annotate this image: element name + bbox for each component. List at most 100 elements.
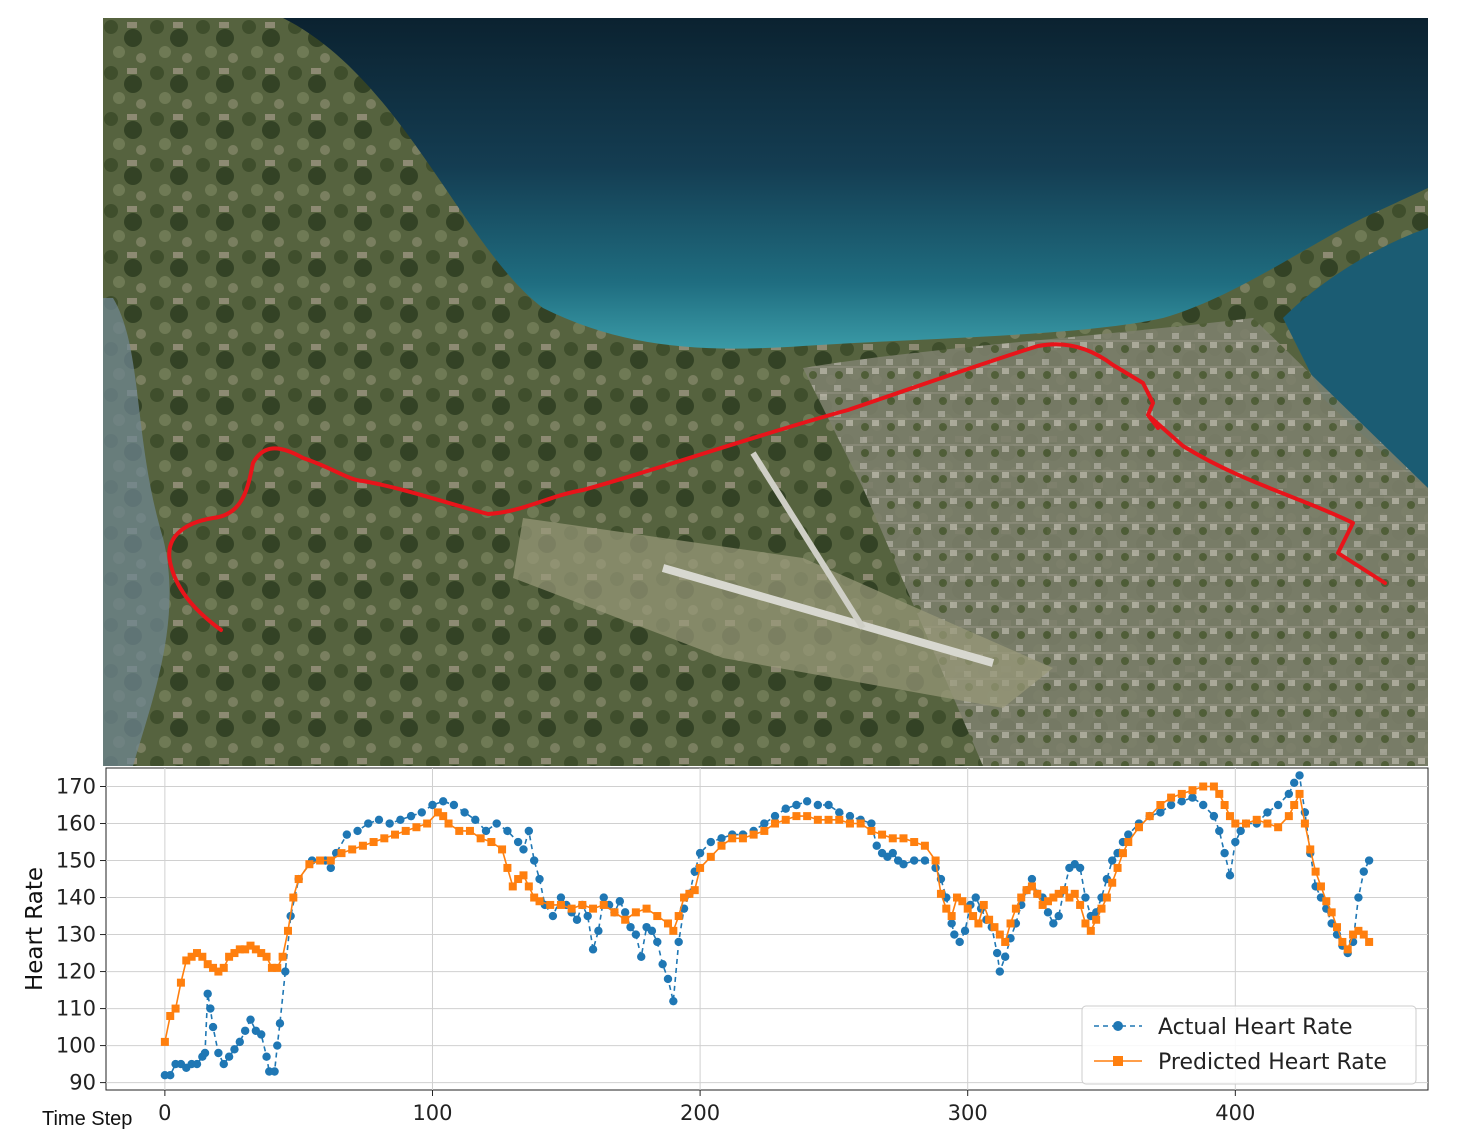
- data-point: [1215, 789, 1224, 798]
- data-point: [358, 841, 367, 850]
- data-point: [995, 930, 1004, 939]
- data-point: [508, 882, 517, 891]
- data-point: [219, 1059, 228, 1069]
- data-point: [1081, 919, 1090, 928]
- data-point: [1049, 893, 1058, 902]
- data-point: [270, 1067, 279, 1076]
- data-point: [417, 808, 426, 817]
- data-point: [910, 838, 919, 847]
- data-point: [1092, 915, 1101, 924]
- data-point: [278, 952, 287, 961]
- data-point: [909, 856, 919, 865]
- data-point: [899, 834, 908, 843]
- data-point: [235, 1037, 245, 1047]
- data-point: [1177, 797, 1186, 806]
- data-point: [273, 1041, 282, 1050]
- data-point: [1290, 801, 1299, 810]
- data-point: [1263, 819, 1272, 828]
- data-point: [1284, 789, 1294, 799]
- data-point: [251, 945, 260, 954]
- data-point: [487, 838, 496, 847]
- data-point: [337, 849, 346, 858]
- data-point: [273, 963, 282, 972]
- data-point: [813, 815, 822, 824]
- data-point: [888, 848, 897, 858]
- data-point: [428, 800, 437, 810]
- data-point: [1017, 893, 1026, 902]
- data-point: [637, 952, 646, 961]
- data-point: [856, 819, 865, 828]
- data-point: [171, 1004, 180, 1013]
- data-point: [1156, 808, 1165, 817]
- data-point: [246, 1015, 255, 1024]
- data-point: [433, 808, 442, 817]
- data-point: [1231, 819, 1240, 828]
- data-point: [455, 826, 464, 835]
- data-point: [246, 941, 255, 950]
- data-point: [1166, 800, 1176, 810]
- data-point: [176, 978, 185, 987]
- data-point: [963, 904, 972, 913]
- data-point: [1322, 897, 1331, 906]
- data-point: [548, 911, 558, 921]
- data-point: [985, 915, 994, 924]
- data-point: [878, 830, 887, 839]
- data-point: [589, 904, 598, 913]
- data-point: [1311, 867, 1320, 876]
- data-point: [1108, 856, 1117, 865]
- data-point: [695, 848, 705, 858]
- data-point: [203, 960, 212, 969]
- data-point: [1359, 867, 1368, 876]
- legend-actual-marker: [1113, 1021, 1123, 1031]
- data-point: [663, 919, 672, 928]
- data-point: [535, 874, 544, 884]
- data-point: [583, 911, 592, 921]
- data-point: [680, 893, 689, 902]
- data-point: [1054, 889, 1063, 898]
- data-point: [1022, 886, 1031, 895]
- data-point: [899, 860, 908, 869]
- data-point: [412, 823, 421, 832]
- legend-entry-actual: Actual Heart Rate: [1094, 1015, 1353, 1040]
- data-point: [1006, 919, 1015, 928]
- data-point: [1043, 908, 1053, 917]
- data-point: [947, 912, 956, 921]
- data-point: [423, 819, 432, 828]
- data-point: [1199, 782, 1208, 791]
- data-point: [1284, 812, 1293, 821]
- data-point: [845, 811, 855, 821]
- data-point: [717, 841, 726, 850]
- data-point: [872, 841, 881, 850]
- data-point: [1049, 919, 1058, 928]
- data-point: [1076, 900, 1085, 909]
- data-point: [1306, 845, 1315, 854]
- data-point: [653, 912, 662, 921]
- data-point: [281, 967, 290, 976]
- data-point: [1215, 826, 1224, 836]
- data-point: [621, 915, 630, 924]
- data-point: [200, 1048, 210, 1058]
- data-point: [160, 1037, 169, 1046]
- data-point: [738, 834, 747, 843]
- data-point: [208, 1022, 218, 1032]
- x-tick-label: 100: [412, 1101, 452, 1125]
- data-point: [342, 830, 352, 839]
- data-point: [391, 830, 400, 839]
- data-point: [1365, 937, 1374, 946]
- data-point: [771, 819, 780, 828]
- airfield: [513, 451, 1053, 708]
- data-point: [781, 804, 790, 813]
- data-point: [519, 845, 528, 854]
- data-point: [530, 893, 539, 902]
- data-point: [931, 856, 940, 865]
- data-point: [1054, 911, 1063, 921]
- river-valley: [103, 298, 170, 766]
- data-point: [187, 952, 196, 961]
- data-point: [663, 974, 673, 984]
- data-point: [519, 871, 528, 880]
- data-point: [567, 904, 576, 913]
- data-point: [503, 863, 512, 872]
- data-point: [262, 952, 271, 961]
- data-point: [546, 900, 555, 909]
- data-point: [1124, 838, 1133, 847]
